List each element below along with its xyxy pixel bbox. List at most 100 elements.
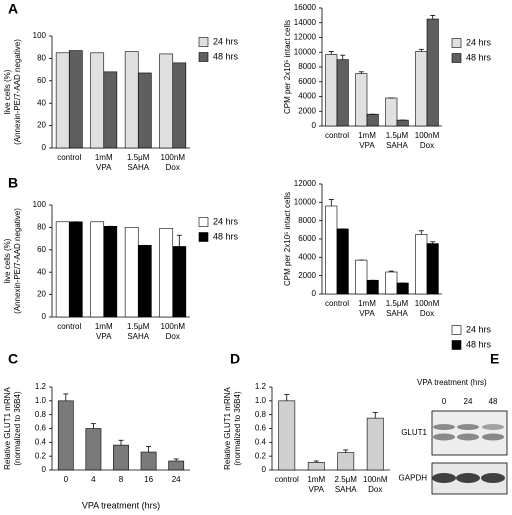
y-tick-label: 40 xyxy=(37,267,46,276)
x-tick-label: Dox xyxy=(420,309,434,318)
error-bar xyxy=(118,439,124,446)
bar xyxy=(137,72,152,149)
bar xyxy=(336,59,349,127)
error-bar xyxy=(313,460,319,463)
legend-swatch xyxy=(451,340,462,350)
legend-swatch xyxy=(451,53,462,63)
x-tick-label: 100nM xyxy=(161,153,186,162)
x-tick-label: VPA xyxy=(359,309,375,318)
legend-swatch xyxy=(198,52,209,62)
x-tick-label: 4 xyxy=(91,475,96,484)
legend-swatch xyxy=(198,232,209,242)
bar xyxy=(124,51,139,149)
x-axis-label: VPA treatment (hrs) xyxy=(82,500,160,510)
x-tick-label: 0 xyxy=(64,475,69,484)
y-tick-label: 80 xyxy=(37,223,46,232)
panel-letter: B xyxy=(8,175,18,191)
y-tick-label: 6000 xyxy=(298,77,316,86)
band xyxy=(457,433,479,441)
legend-label: 24 hrs xyxy=(466,37,492,47)
y-axis-label: (Annexin-PE/7-AAD negative) xyxy=(13,39,22,145)
x-tick-label: SAHA xyxy=(335,485,357,494)
band xyxy=(482,433,504,441)
y-tick-label: 8000 xyxy=(298,216,316,225)
x-tick-label: 1.5μM xyxy=(127,322,150,331)
bar xyxy=(415,234,428,295)
legend-label: 48 hrs xyxy=(466,339,492,349)
y-tick-label: 20 xyxy=(37,121,46,130)
lane-label: 24 xyxy=(464,397,473,406)
x-tick-label: VPA xyxy=(359,141,375,150)
bar xyxy=(137,245,152,318)
x-tick-label: 100nM xyxy=(363,475,388,484)
y-tick-label: 1.2 xyxy=(35,382,47,391)
x-tick-label: 1.5μM xyxy=(127,153,150,162)
bar xyxy=(337,452,355,471)
x-tick-label: control xyxy=(57,322,81,331)
legend-swatch xyxy=(198,217,209,227)
legend-label: 48 hrs xyxy=(213,51,239,61)
bar xyxy=(55,52,70,149)
error-bar xyxy=(63,393,69,401)
x-tick-label: 8 xyxy=(119,475,124,484)
y-tick-label: 0.2 xyxy=(35,451,47,460)
band xyxy=(457,424,479,430)
x-tick-label: VPA xyxy=(309,485,325,494)
bar xyxy=(68,50,83,149)
error-bar xyxy=(430,241,436,244)
legend-label: 48 hrs xyxy=(466,52,492,62)
x-tick-label: 1mM xyxy=(95,322,113,331)
bar xyxy=(140,451,157,471)
bar xyxy=(103,71,118,149)
y-tick-label: 0 xyxy=(262,465,267,474)
y-tick-label: 0.8 xyxy=(35,410,47,419)
y-tick-label: 16000 xyxy=(294,3,317,12)
bar xyxy=(278,400,296,471)
x-tick-label: Dox xyxy=(166,332,180,341)
y-tick-label: 60 xyxy=(37,76,46,85)
x-tick-label: Dox xyxy=(420,141,434,150)
bar xyxy=(366,113,379,127)
bar xyxy=(159,228,174,318)
x-tick-label: control xyxy=(325,131,349,140)
y-tick-label: 60 xyxy=(37,245,46,254)
y-tick-label: 40 xyxy=(37,98,46,107)
error-bar xyxy=(328,51,334,55)
bar xyxy=(396,119,409,127)
lane-label: 48 xyxy=(489,397,498,406)
y-tick-label: 12000 xyxy=(294,179,317,188)
y-tick-label: 0 xyxy=(42,312,47,321)
error-bar xyxy=(340,54,346,60)
y-tick-label: 14000 xyxy=(294,18,317,27)
legend-label: 24 hrs xyxy=(213,36,239,46)
bar xyxy=(325,205,338,295)
bar xyxy=(415,51,428,127)
y-tick-label: 0.4 xyxy=(255,437,267,446)
bar xyxy=(366,279,379,295)
bar xyxy=(124,227,139,318)
legend-label: 24 hrs xyxy=(213,216,239,226)
y-axis-label: Relative GLUT1 mRNA xyxy=(3,386,12,469)
legend-label: 24 hrs xyxy=(466,324,492,334)
legend-swatch xyxy=(451,325,462,335)
y-axis-label: CPM per 2x10⁵ intact cells xyxy=(283,20,292,114)
band xyxy=(481,473,505,483)
y-tick-label: 0 xyxy=(312,289,317,298)
bar xyxy=(159,53,174,149)
x-tick-label: control xyxy=(57,153,81,162)
x-tick-label: 1mM xyxy=(358,299,376,308)
x-tick-label: SAHA xyxy=(386,309,408,318)
y-tick-label: 6000 xyxy=(298,234,316,243)
y-tick-label: 4000 xyxy=(298,92,316,101)
panel-letter: A xyxy=(8,1,18,17)
x-tick-label: SAHA xyxy=(386,141,408,150)
legend-swatch xyxy=(451,38,462,48)
bar xyxy=(168,460,185,471)
legend-swatch xyxy=(198,37,209,47)
row-label: GAPDH xyxy=(399,474,428,483)
y-axis-label: (Annexin-PE/7-AAD negative) xyxy=(13,208,22,314)
error-bar xyxy=(328,199,334,206)
band xyxy=(482,424,504,430)
x-tick-label: 1mM xyxy=(95,153,113,162)
y-tick-label: 8000 xyxy=(298,62,316,71)
